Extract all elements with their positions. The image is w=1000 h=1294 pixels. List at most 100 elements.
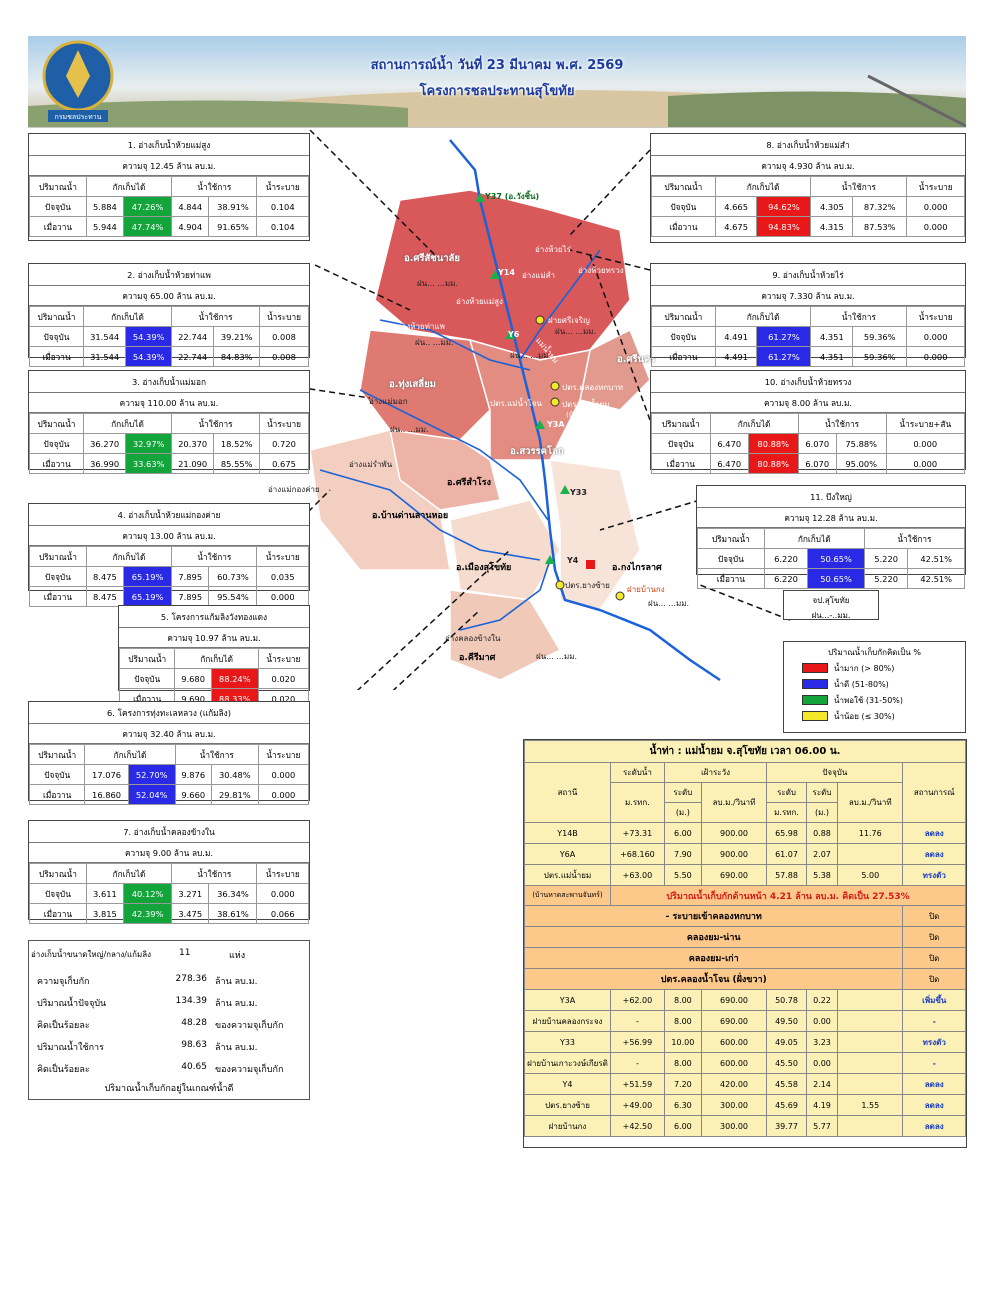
cell: 6.470: [709, 453, 749, 474]
table-row: Y4 +51.59 7.20 420.00 45.58 2.14 ลดลง: [524, 1073, 966, 1095]
cell: 4.315: [810, 216, 854, 237]
col-header: กักเก็บได้: [763, 528, 865, 549]
col-header: ปริมาณน้ำ: [118, 648, 176, 669]
station-label: Y33: [570, 488, 587, 497]
place-label: อ่างแม่สำ: [522, 271, 556, 280]
reservoir-title: 4. อ่างเก็บน้ำห้วยแม่กองค่าย: [29, 504, 309, 526]
cell: 6.470: [709, 433, 749, 454]
cell: 300.00: [700, 1094, 768, 1116]
row-label: เมื่อวาน: [29, 586, 87, 607]
status-cell: ลดลง: [902, 843, 966, 865]
table-row: ปตร.ยางซ้าย +49.00 6.30 300.00 45.69 4.1…: [524, 1094, 966, 1116]
col-header: น้ำระบาย: [259, 306, 309, 327]
row-label: ปัจจุบัน: [651, 326, 716, 347]
legend-swatch: [802, 711, 828, 721]
summary-row: คิดเป็นร้อยละ 40.65 ของความจุเก็บกัก: [29, 1059, 309, 1079]
cell: 60.73%: [208, 566, 258, 587]
cell: 6.220: [763, 568, 809, 589]
cell: 0.000: [885, 433, 966, 454]
river-title: น้ำท่า : แม่น้ำยม จ.สุโขทัย เวลา 06.00 น…: [524, 740, 966, 763]
reservoir-title: 6. โครงการทุ่งทะเลหลวง (แก้มลิง): [29, 702, 309, 724]
summary-row: ปริมาณน้ำใช้การ 98.63 ล้าน ลบ.ม.: [29, 1037, 309, 1057]
cell: +62.00: [610, 989, 665, 1011]
col-header: น้ำใช้การ: [174, 744, 259, 765]
col-header: กักเก็บได้: [85, 546, 173, 567]
cell: [837, 1052, 904, 1074]
table-row: Y33 +56.99 10.00 600.00 49.05 3.23 ทรงตั…: [524, 1031, 966, 1053]
col-header: ม.รทก.: [610, 782, 665, 823]
col-header: ปริมาณน้ำ: [651, 413, 711, 434]
table-row: ฝายบ้านเกาะวงษ์เกียรติ - 8.00 600.00 45.…: [524, 1052, 966, 1074]
reservoir-box: 7. อ่างเก็บน้ำคลองข้างใน ความจุ 9.00 ล้า…: [28, 820, 310, 924]
col-header: กักเก็บได้: [174, 648, 259, 669]
cell: 32.97%: [125, 433, 173, 454]
row-label: เมื่อวาน: [651, 453, 711, 474]
col-header: สถานี: [524, 762, 611, 823]
place-label: อ่างคลองข้างใน: [445, 634, 501, 643]
district-label: อ.ศรีสำโรง: [447, 478, 491, 488]
river-data-table: น้ำท่า : แม่น้ำยม จ.สุโขทัย เวลา 06.00 น…: [523, 740, 966, 1137]
cell: 0.22: [805, 989, 839, 1011]
reservoir-title: 8. อ่างเก็บน้ำห้วยแม่สำ: [651, 134, 965, 156]
place-label: ปตร.ยางซ้าย: [565, 581, 610, 590]
note-line1: จป.สุโขทัย: [812, 596, 850, 605]
page-title: สถานการณ์น้ำ วันที่ 23 มีนาคม พ.ศ. 2569: [370, 58, 624, 73]
station-name: ฝายบ้านกง: [524, 1115, 611, 1137]
legend-swatch: [802, 679, 828, 689]
summary-value: 98.63: [181, 1040, 207, 1050]
row-label: เมื่อวาน: [29, 216, 87, 237]
cell: 95.00%: [835, 453, 887, 474]
weir-marker: [535, 315, 545, 325]
summary-unit: ของความจุเก็บกัก: [215, 1021, 284, 1031]
row-label: เมื่อวาน: [651, 216, 716, 237]
col-header: กักเก็บได้: [714, 306, 812, 327]
cell: 17.076: [84, 764, 129, 785]
col-header: ปริมาณน้ำ: [29, 176, 87, 197]
page-subtitle: โครงการชลประทานสุโขทัย: [419, 84, 575, 99]
weir-marker: [550, 397, 560, 407]
cell: 65.98: [766, 822, 807, 844]
cell: 65.19%: [123, 566, 173, 587]
cell: 49.50: [766, 1010, 807, 1032]
summary-head-row: อ่างเก็บน้ำขนาดใหญ่/กลาง/แก้มลิง 11 แห่ง: [29, 945, 309, 965]
cell: 5.944: [85, 216, 125, 237]
cell: 4.351: [810, 326, 854, 347]
cell: 36.990: [82, 453, 127, 474]
cell: 21.090: [171, 453, 215, 474]
cell: 65.19%: [123, 586, 173, 607]
province-map: [300, 130, 790, 690]
cell: 6.070: [797, 453, 837, 474]
cell: +51.59: [610, 1073, 665, 1095]
district-banddanlanhoi: [309, 429, 451, 571]
station-marker: [490, 270, 500, 279]
note-line2: ฝน...-..มม.: [811, 611, 851, 620]
cell: 8.00: [663, 1010, 702, 1032]
header-banner: กรมชลประทาน สถานการณ์น้ำ วันที่ 23 มีนาค…: [28, 36, 966, 128]
station-name: ปตร.ยางซ้าย: [524, 1094, 611, 1116]
cell: 5.77: [805, 1115, 839, 1137]
cell: 4.19: [805, 1094, 839, 1116]
rain-label: ฝน... ...มม.: [536, 652, 578, 661]
place-label: ฝายศรีเจริญ: [548, 316, 590, 325]
cell: 5.884: [85, 196, 125, 217]
station-name: ฝายบ้านคลองกระจง: [524, 1010, 611, 1032]
cell: 0.020: [257, 668, 310, 689]
cell: 4.491: [714, 326, 758, 347]
summary-count-unit: แห่ง: [229, 951, 246, 961]
office-note: จป.สุโขทัย ฝน...-..มม.: [783, 590, 879, 620]
table-row: เมื่อวาน 36.990 33.63% 21.090 85.55% 0.675: [29, 453, 309, 474]
legend-item: น้ำดี (51-80%): [802, 678, 962, 690]
cell: 80.88%: [747, 433, 799, 454]
cell: 690.00: [700, 989, 768, 1011]
reservoir-table: ปริมาณน้ำ กักเก็บได้ น้ำใช้การ น้ำระบาย ปัจจ…: [651, 306, 965, 367]
cell: 7.90: [663, 843, 702, 865]
reservoir-box: 9. อ่างเก็บน้ำห้วยไร่ ความจุ 7.330 ล้าน …: [650, 263, 966, 367]
cell: 39.21%: [213, 326, 261, 347]
legend-item: น้ำน้อย (≤ 30%): [802, 710, 962, 722]
reservoir-title: 1. อ่างเก็บน้ำห้วยแม่สูง: [29, 134, 309, 156]
col-header: ปริมาณน้ำ: [651, 306, 716, 327]
district-label: อ.ศรีสัชนาลัย: [404, 253, 460, 264]
cell: 0.000: [256, 586, 309, 607]
cell: 6.00: [663, 822, 702, 844]
cell: 94.83%: [756, 216, 812, 237]
